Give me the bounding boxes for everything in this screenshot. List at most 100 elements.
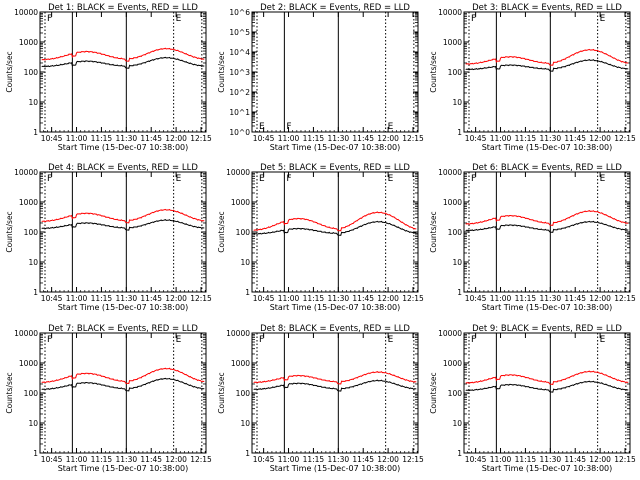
chart-panel-det-1: Det 1: BLACK = Events, RED = LLD 1 10 100 10… — [5, 3, 212, 152]
chart-panel-det-7: Det 7: BLACK = Events, RED = LLD 1 10 100 10… — [5, 324, 212, 473]
x-axis-label: Start Time (15-Dec-07 10:38:00) — [270, 303, 401, 312]
x-tick-label: 12:00 — [377, 294, 399, 303]
chart-title: Det 4: BLACK = Events, RED = LLD — [48, 163, 198, 173]
y-tick-label: 1000 — [443, 38, 462, 47]
interval-flag: E — [259, 174, 265, 184]
interval-flag: F — [286, 122, 291, 132]
interval-flag: E — [388, 174, 394, 184]
series-line-events — [41, 56, 205, 69]
series-line-lld — [41, 47, 205, 62]
y-tick-label: 1 — [457, 449, 462, 458]
x-axis-label: Start Time (15-Dec-07 10:38:00) — [270, 143, 401, 152]
series-line-events — [41, 219, 205, 231]
interval-flag: F — [259, 335, 264, 345]
interval-flag: E — [600, 174, 606, 184]
y-tick-label: 10^6 — [229, 8, 250, 17]
x-tick-label: 11:15 — [91, 455, 113, 464]
y-tick-label: 10000 — [14, 168, 38, 177]
chart-title: Det 2: BLACK = Events, RED = LLD — [260, 3, 410, 13]
interval-flag: E — [176, 174, 182, 184]
interval-flag: E — [176, 335, 182, 345]
y-tick-label: 1 — [33, 449, 38, 458]
interval-flag: F — [286, 174, 291, 184]
x-tick-label: 11:45 — [352, 134, 374, 143]
y-tick-label: 1 — [245, 449, 250, 458]
interval-flag: E — [388, 335, 394, 345]
y-tick-label: 10 — [28, 258, 38, 267]
x-tick-label: 11:00 — [278, 134, 300, 143]
series-line-lld — [465, 48, 629, 66]
series-line-events — [41, 377, 205, 392]
chart-title: Det 7: BLACK = Events, RED = LLD — [48, 324, 198, 334]
x-tick-label: 11:30 — [328, 134, 350, 143]
y-tick-label: 10000 — [226, 329, 250, 338]
x-axis-label: Start Time (15-Dec-07 10:38:00) — [58, 303, 189, 312]
x-tick-label: 11:00 — [66, 134, 88, 143]
chart-panel-det-6: Det 6: BLACK = Events, RED = LLD 1 10 100 10… — [429, 163, 636, 312]
x-tick-label: 11:45 — [140, 294, 162, 303]
y-tick-label: 1 — [457, 288, 462, 297]
series-line-events — [253, 220, 417, 236]
x-tick-label: 12:15 — [614, 455, 636, 464]
chart-title: Det 6: BLACK = Events, RED = LLD — [472, 163, 622, 173]
interval-flag: F — [47, 335, 52, 345]
y-axis-label: Counts/sec — [217, 372, 226, 413]
x-tick-label: 11:30 — [540, 455, 562, 464]
x-tick-label: 11:00 — [66, 455, 88, 464]
y-tick-label: 10000 — [14, 8, 38, 17]
y-tick-label: 10 — [240, 258, 250, 267]
x-tick-label: 11:45 — [140, 134, 162, 143]
chart-panel-det-9: Det 9: BLACK = Events, RED = LLD 1 10 100 10… — [429, 324, 636, 473]
x-tick-label: 11:30 — [328, 294, 350, 303]
y-tick-label: 10000 — [438, 168, 462, 177]
interval-flag: F — [47, 174, 52, 184]
y-tick-label: 10^4 — [229, 48, 250, 57]
series-line-events — [465, 220, 629, 233]
x-tick-label: 12:00 — [589, 134, 611, 143]
y-axis-label: Counts/sec — [429, 372, 438, 413]
x-axis-label: Start Time (15-Dec-07 10:38:00) — [58, 464, 189, 473]
x-tick-label: 11:45 — [564, 294, 586, 303]
y-axis-label: Counts/sec — [217, 51, 226, 92]
x-tick-label: 11:30 — [328, 455, 350, 464]
y-tick-label: 100 — [448, 68, 463, 77]
chart-title: Det 5: BLACK = Events, RED = LLD — [260, 163, 410, 173]
x-tick-label: 11:30 — [116, 455, 138, 464]
y-tick-label: 1000 — [231, 198, 250, 207]
x-tick-label: 11:15 — [303, 134, 325, 143]
x-tick-label: 10:45 — [253, 455, 275, 464]
y-tick-label: 10000 — [14, 329, 38, 338]
x-tick-label: 12:15 — [402, 455, 424, 464]
x-tick-label: 12:15 — [190, 294, 212, 303]
x-tick-label: 11:15 — [515, 455, 537, 464]
x-tick-label: 11:00 — [490, 134, 512, 143]
y-tick-label: 10000 — [438, 329, 462, 338]
interval-flag: F — [47, 14, 52, 24]
interval-flag: F — [471, 14, 476, 24]
x-tick-label: 11:45 — [564, 134, 586, 143]
x-tick-label: 11:00 — [490, 455, 512, 464]
x-tick-label: 12:00 — [377, 455, 399, 464]
series-line-events — [465, 59, 629, 72]
chart-title: Det 8: BLACK = Events, RED = LLD — [260, 324, 410, 334]
x-tick-label: 10:45 — [41, 455, 63, 464]
plot-frame — [251, 332, 419, 454]
y-axis-label: Counts/sec — [429, 211, 438, 252]
plot-frame — [463, 11, 631, 133]
chart-panel-det-5: Det 5: BLACK = Events, RED = LLD 1 10 100 10… — [217, 163, 424, 312]
x-tick-label: 10:45 — [41, 294, 63, 303]
x-tick-label: 11:45 — [140, 455, 162, 464]
y-tick-label: 10 — [240, 419, 250, 428]
y-axis-label: Counts/sec — [429, 51, 438, 92]
series-line-events — [465, 380, 629, 393]
x-axis-label: Start Time (15-Dec-07 10:38:00) — [482, 303, 613, 312]
y-tick-label: 10^5 — [229, 28, 250, 37]
x-tick-label: 11:15 — [91, 294, 113, 303]
x-tick-label: 10:45 — [253, 294, 275, 303]
y-tick-label: 10 — [28, 419, 38, 428]
plot-frame — [463, 171, 631, 293]
y-axis-label: Counts/sec — [5, 211, 14, 252]
interval-flag: E — [259, 122, 265, 132]
x-tick-label: 11:45 — [564, 455, 586, 464]
y-tick-label: 10000 — [226, 168, 250, 177]
